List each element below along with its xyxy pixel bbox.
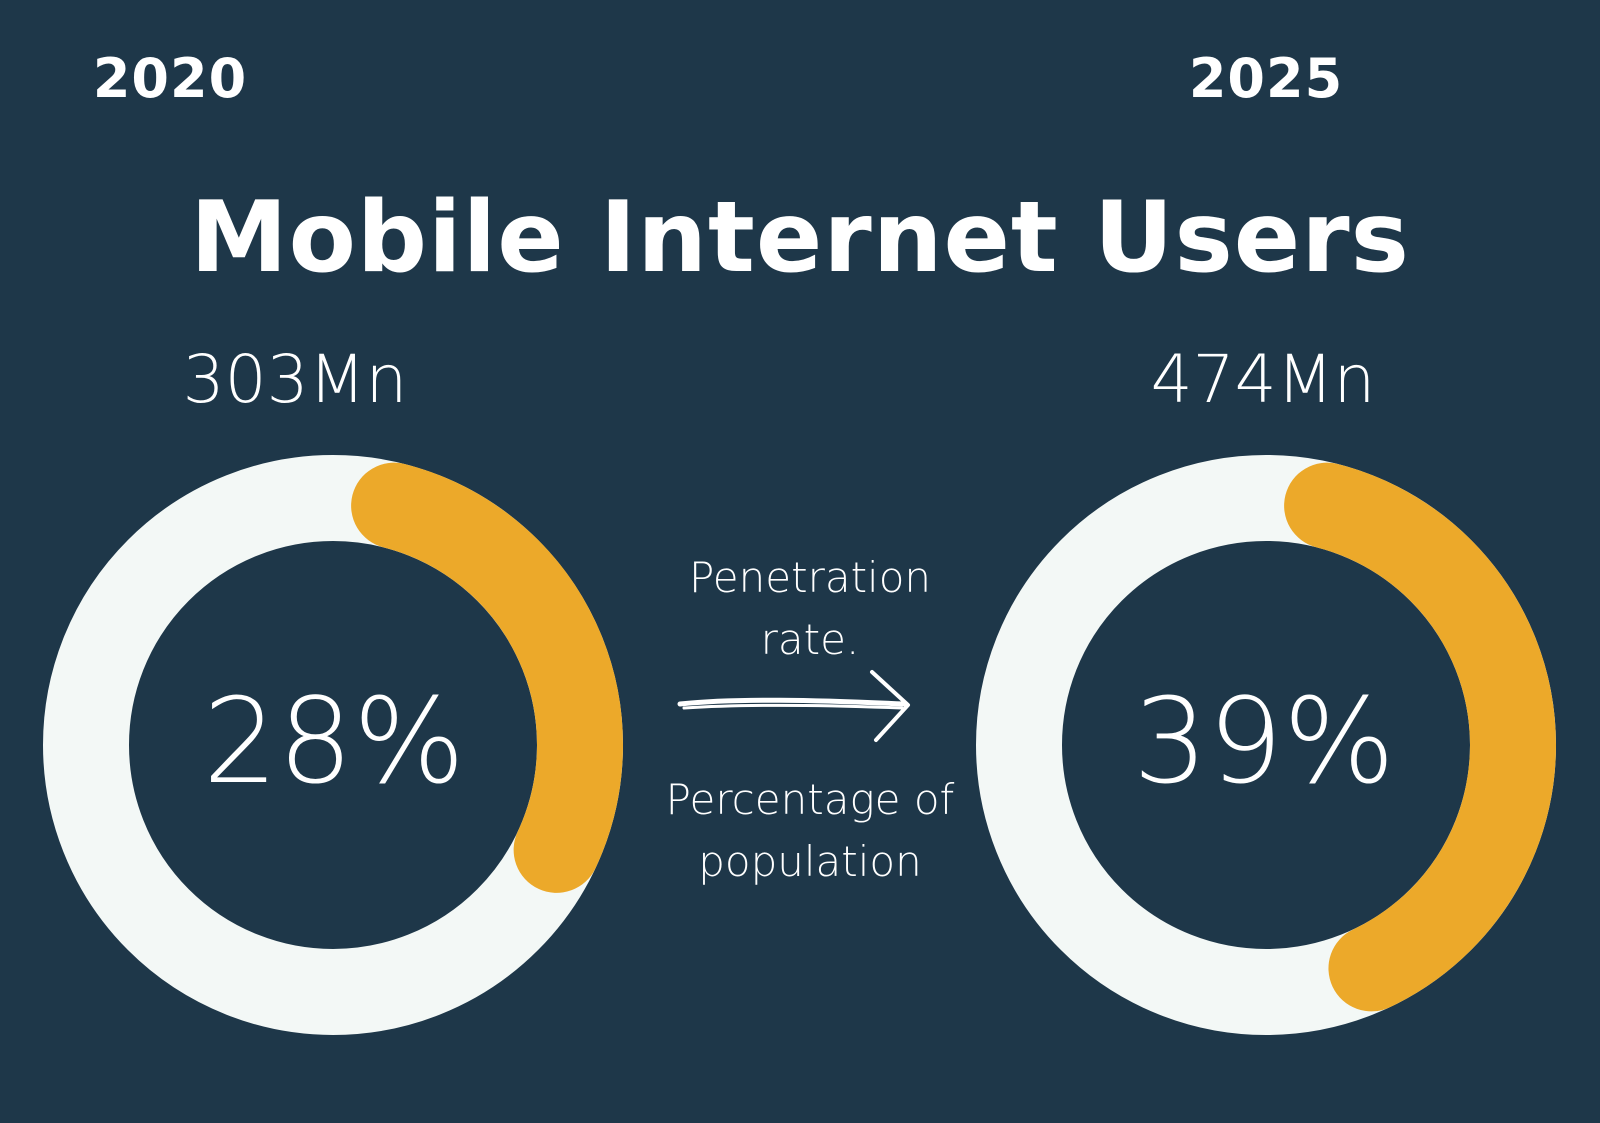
donut-value-arc <box>351 462 623 893</box>
donut-2020 <box>43 455 623 1035</box>
users-label-2020: 303Mn <box>182 341 408 418</box>
caption-line: population <box>698 837 922 886</box>
caption-penetration-rate: Penetration rate. <box>620 547 1000 671</box>
caption-line: Percentage of <box>665 775 955 824</box>
caption-line: rate. <box>760 615 860 664</box>
users-label-2025: 474Mn <box>1150 341 1376 418</box>
percent-label-2020: 28% <box>202 672 466 810</box>
donut-2025 <box>976 455 1556 1035</box>
percent-label-2025: 39% <box>1132 672 1396 810</box>
year-label-2025: 2025 <box>1188 47 1344 110</box>
caption-line: Penetration <box>688 553 932 602</box>
page-title: Mobile Internet Users <box>190 181 1410 295</box>
year-label-2020: 2020 <box>92 47 248 110</box>
donut-value-arc <box>1284 462 1556 1012</box>
caption-percentage-of-population: Percentage of population <box>620 769 1000 893</box>
arrow-right-icon <box>677 670 910 742</box>
